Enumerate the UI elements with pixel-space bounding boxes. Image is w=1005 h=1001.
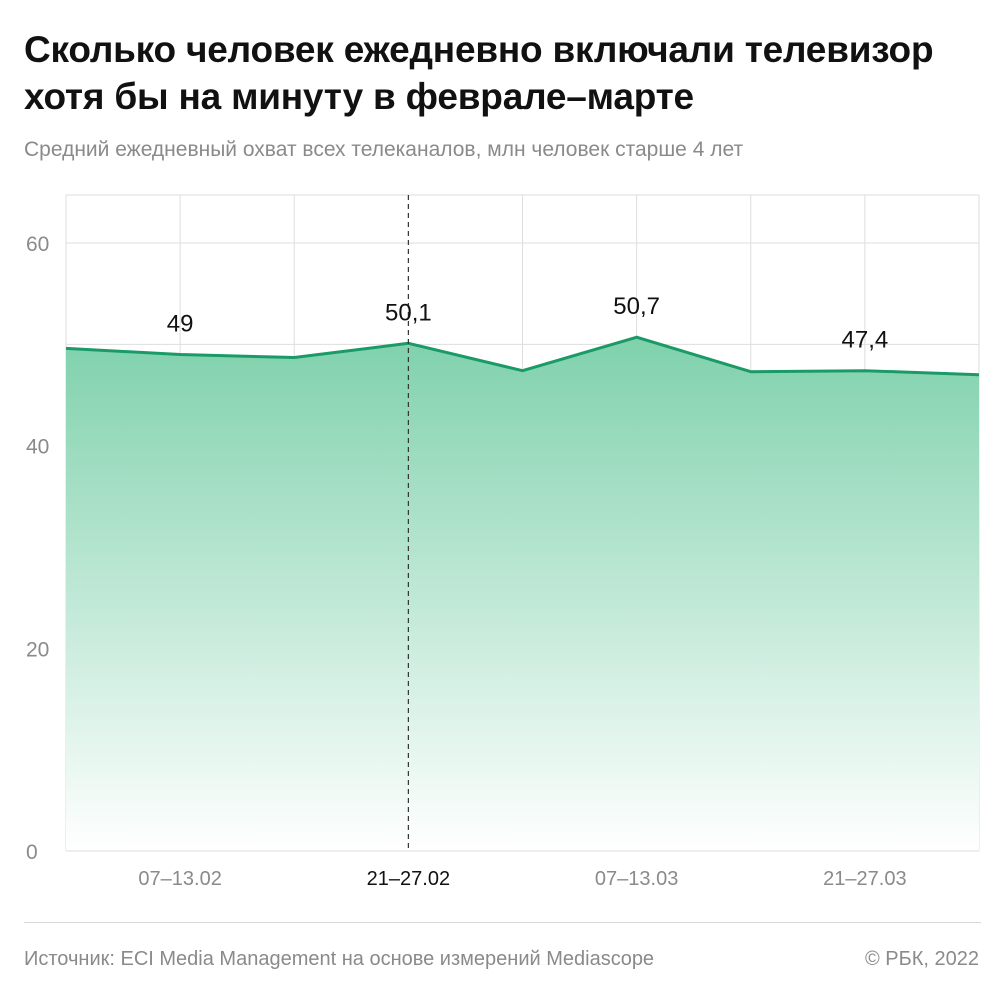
- y-tick-label: 40: [26, 436, 49, 459]
- x-tick-label: 21–27.03: [823, 868, 906, 890]
- chart-subtitle: Средний ежедневный охват всех телеканало…: [24, 138, 744, 161]
- series-line: [65, 335, 980, 377]
- x-tick-label: 07–13.02: [138, 868, 221, 890]
- data-label: 50,7: [613, 293, 660, 320]
- x-tick-label: 21–27.02: [367, 868, 450, 890]
- data-label: 49: [167, 310, 194, 337]
- data-label: 50,1: [385, 299, 432, 326]
- source-note: Источник: ECI Media Management на основе…: [24, 948, 655, 970]
- x-tick-label: 07–13.03: [595, 868, 678, 890]
- area-fill: [66, 337, 979, 851]
- copyright-note: © РБК, 2022: [864, 948, 979, 970]
- y-tick-label: 0: [26, 841, 38, 864]
- y-tick-label: 60: [26, 233, 49, 256]
- y-tick-label: 20: [26, 638, 49, 661]
- chart-title: Сколько человек ежедневно включали телев…: [24, 29, 934, 117]
- data-label: 47,4: [842, 327, 889, 354]
- footer-divider: [24, 922, 981, 923]
